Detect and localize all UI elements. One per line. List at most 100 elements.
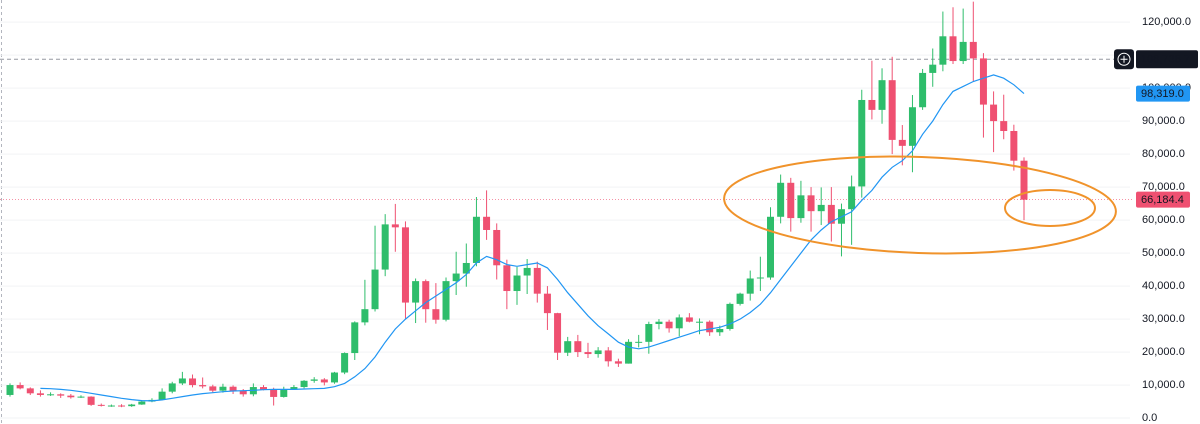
candle-body: [848, 186, 856, 210]
candle-body: [330, 372, 338, 383]
candle-body: [280, 389, 288, 397]
candle-body: [118, 405, 126, 407]
add-alert-button[interactable]: [1114, 49, 1134, 70]
candle-body: [493, 229, 501, 266]
candle-body: [736, 293, 744, 304]
candle-body: [209, 386, 217, 391]
candle-body: [685, 317, 693, 322]
candle-body: [817, 204, 825, 212]
candle-body: [351, 322, 359, 354]
add-alert-plus: [1120, 55, 1128, 63]
y-tick-label: 40,000.0: [1142, 280, 1185, 292]
candle-body: [320, 379, 328, 383]
candles: [6, 1, 1028, 408]
candle-body: [462, 262, 470, 274]
candle-body: [401, 227, 409, 303]
ma-label: 98,319.0: [1141, 88, 1184, 100]
candle-body: [178, 378, 186, 384]
last-price-label: 66,184.4: [1141, 194, 1184, 206]
candle-body: [908, 107, 916, 146]
candle-body: [533, 267, 541, 294]
candle-body: [767, 216, 774, 278]
y-tick-label: 10,000.0: [1142, 379, 1185, 391]
moving-average-line: [40, 74, 1025, 402]
candle-body: [1010, 130, 1018, 161]
highlight-ellipse-small: [1004, 189, 1096, 227]
candle-body: [310, 379, 318, 381]
candle-body: [797, 195, 805, 219]
candle-body: [290, 387, 298, 390]
candle-body: [594, 350, 602, 355]
candle-body: [239, 391, 247, 395]
price-badges: 66,184.4 98,319.0 108,738.7: [1114, 49, 1198, 208]
y-tick-label: 60,000.0: [1142, 214, 1185, 226]
candle-body: [270, 389, 278, 397]
candle-body: [635, 341, 643, 343]
candle-body: [675, 317, 683, 329]
candle-body: [716, 328, 724, 333]
candle-body: [138, 401, 146, 405]
candle-body: [412, 281, 420, 303]
candle-body: [168, 383, 176, 392]
candle-body: [341, 353, 349, 373]
candle-body: [57, 394, 65, 396]
candle-body: [564, 341, 572, 353]
candle-body: [189, 378, 197, 386]
candle-body: [6, 385, 14, 395]
candle-body: [574, 341, 582, 353]
candle-body: [827, 204, 835, 224]
candle-body: [483, 216, 491, 230]
candle-body: [665, 321, 673, 329]
y-tick-label: 20,000.0: [1142, 346, 1185, 358]
candle-body: [706, 321, 714, 333]
candle-body: [939, 36, 947, 65]
candle-body: [381, 224, 389, 270]
candle-body: [47, 394, 55, 396]
candle-body: [969, 41, 977, 59]
y-tick-label: 50,000.0: [1142, 247, 1185, 259]
candle-body: [391, 224, 399, 228]
candle-body: [1020, 160, 1028, 200]
candle-body: [199, 385, 207, 387]
candle-body: [158, 391, 166, 400]
candle-body: [726, 303, 734, 329]
candle-body: [858, 99, 866, 187]
candle-body: [128, 404, 136, 407]
candle-body: [614, 361, 622, 364]
candle-body: [67, 395, 75, 398]
candle-body: [543, 293, 551, 314]
candle-body: [777, 182, 785, 217]
grid: [0, 21, 1134, 419]
candle-body: [919, 72, 927, 108]
y-tick-label: 90,000.0: [1142, 115, 1185, 127]
candle-body: [219, 386, 227, 391]
candle-body: [554, 313, 562, 353]
candle-body: [77, 396, 85, 398]
add-alert-icon: [1117, 52, 1131, 66]
candle-body: [260, 387, 267, 390]
candle-body: [371, 269, 379, 310]
candle-body: [949, 36, 957, 62]
candle-body: [959, 41, 967, 62]
candle-body: [442, 281, 450, 320]
y-tick-label: 80,000.0: [1142, 148, 1185, 160]
candle-body: [513, 275, 521, 292]
candle-body: [107, 405, 115, 407]
candle-body: [655, 321, 663, 325]
candle-body: [990, 104, 998, 122]
candle-body: [604, 350, 612, 362]
candle-body: [746, 278, 754, 294]
candle-body: [432, 309, 440, 320]
price-line-badge: [1136, 50, 1198, 69]
candle-body: [929, 64, 937, 73]
price-axis: 0.0 10,000.0 20,000.0 30,000.0 40,000.0 50,00…: [1142, 16, 1191, 424]
candle-body: [888, 80, 896, 140]
ma-badge: [1136, 85, 1190, 102]
candle-body: [645, 324, 653, 342]
y-tick-label: 120,000.0: [1142, 16, 1191, 28]
candle-body: [1000, 121, 1008, 131]
candle-body: [979, 58, 987, 105]
candle-body: [523, 267, 531, 276]
